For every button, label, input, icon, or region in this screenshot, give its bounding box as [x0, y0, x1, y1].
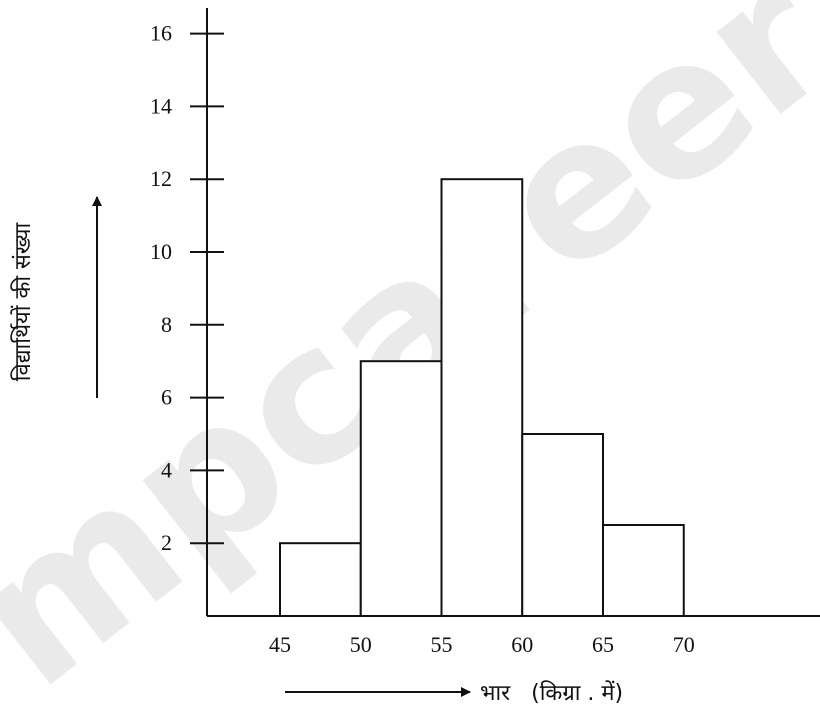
- histogram-bar-50-55: [359, 360, 443, 618]
- y-tick-label-14: 14: [150, 93, 172, 118]
- x-tick-label-50: 50: [350, 632, 372, 657]
- y-tick-label-16: 16: [150, 21, 172, 46]
- y-ticks-layer: 2 4 6 8 10 12 14 16: [150, 21, 224, 555]
- histogram-bar-45-50: [279, 542, 362, 618]
- x-tick-label-70: 70: [673, 632, 695, 657]
- x-tick-label-60: 60: [511, 632, 533, 657]
- y-tick-label-2: 2: [161, 530, 172, 555]
- histogram-bar-55-60: [440, 178, 524, 617]
- x-tick-label-65: 65: [592, 632, 614, 657]
- x-tick-label-55: 55: [431, 632, 453, 657]
- y-tick-label-4: 4: [161, 457, 172, 482]
- histogram-bar-65-70: [602, 524, 685, 617]
- y-tick-label-10: 10: [150, 239, 172, 264]
- y-axis-title: विद्यार्थियों की संख्या: [10, 222, 36, 381]
- bars-layer: [279, 178, 685, 618]
- x-axis-title: भार (किग्रा . में): [480, 680, 623, 706]
- x-ticks-layer: 45 50 55 60 65 70: [269, 632, 695, 657]
- x-tick-label-45: 45: [269, 632, 291, 657]
- histogram-bar-60-65: [521, 433, 604, 617]
- y-tick-label-6: 6: [161, 385, 172, 410]
- y-tick-label-8: 8: [161, 312, 172, 337]
- y-tick-label-12: 12: [150, 166, 172, 191]
